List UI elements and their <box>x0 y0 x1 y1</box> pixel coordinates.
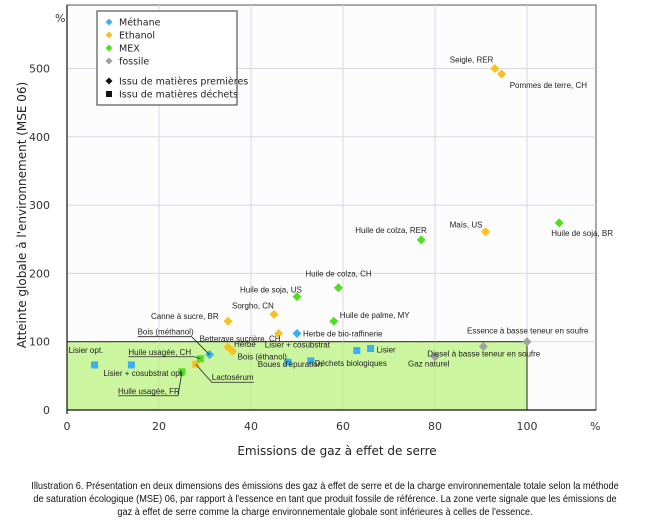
x-tick-label: 20 <box>152 420 166 433</box>
legend-entry-label: MEX <box>119 44 140 55</box>
data-point-square <box>353 347 361 355</box>
axes <box>66 5 596 414</box>
data-point-square <box>127 361 135 369</box>
point-label: Gaz naturel <box>408 360 450 369</box>
point-label: Huile usagée, CH <box>128 348 191 357</box>
data-point-square <box>91 361 99 369</box>
point-label: Huile usagée, FR <box>118 387 180 396</box>
data-point-diamond <box>554 218 564 228</box>
legend-box <box>96 10 238 106</box>
point-label: Essence à basse teneur en soufre <box>467 327 589 336</box>
y-tick-label: 0 <box>43 404 50 417</box>
y-tick-label: 300 <box>29 199 50 212</box>
legend-entry-label: Issu de matières déchets <box>119 90 238 101</box>
point-label: Lisier + cosubstrat opt. <box>103 369 184 378</box>
point-labels: Lisier opt. Lisier + cosubstrat opt. Bois … <box>69 56 613 397</box>
legend-marker-diamond <box>105 18 113 26</box>
y-tick-label: 100 <box>29 336 50 349</box>
point-label: Betterave sucrière, CH <box>200 335 281 344</box>
point-label: Huile de colza, CH <box>305 270 371 279</box>
data-point-square <box>284 358 292 366</box>
y-tick-label: 500 <box>29 63 50 76</box>
data-point-diamond <box>522 337 532 347</box>
y-tick-label: 200 <box>29 267 50 280</box>
data-points <box>91 64 564 376</box>
point-label: Lisier <box>377 346 396 355</box>
y-axis-label: Atteinte globale à l'environnement (MSE … <box>15 82 29 348</box>
legend-entry-label: Méthane <box>119 18 161 29</box>
point-label: Canne à sucre, BR <box>151 312 219 321</box>
legend-entry-label: Ethanol <box>119 31 155 42</box>
data-point-square <box>367 345 375 353</box>
point-label: Pommes de terre, CH <box>510 81 588 90</box>
point-label: Sorgho, CN <box>232 301 274 310</box>
leader-line <box>195 363 254 383</box>
data-point-diamond <box>490 64 500 73</box>
data-point-square <box>307 357 315 365</box>
x-axis-label: Emissions de gaz à effet de serre <box>237 444 436 458</box>
scatter-chart: 0 20 40 60 80 100 0 100 200 300 400 500 Emissions d… <box>15 4 613 458</box>
data-point-diamond <box>478 341 488 351</box>
legend-entry-label: fossile <box>119 57 149 68</box>
legend-marker-diamond <box>105 31 113 39</box>
point-label: Bois (méthanol) <box>138 328 194 337</box>
point-label: Huile de soja, US <box>240 286 302 295</box>
point-label: Herbe <box>234 340 256 349</box>
point-label: Lisier + cosubstrat <box>265 341 331 350</box>
x-tick-label: 60 <box>336 420 350 433</box>
leader-line <box>128 356 201 360</box>
legend-entry-label: Issu de matières premières <box>119 77 248 88</box>
data-point-diamond <box>430 352 440 362</box>
data-point-diamond <box>333 283 343 293</box>
legend-marker-diamond <box>105 77 113 85</box>
point-label: Maïs, US <box>450 221 483 230</box>
legend-marker-diamond <box>105 44 113 52</box>
point-label: Lisier opt. <box>69 346 104 355</box>
y-axis-unit: % <box>55 12 65 25</box>
x-tick-label: 100 <box>517 420 538 433</box>
point-label: Bois (éthanol) <box>238 352 288 361</box>
point-label: Huile de colza, RER <box>355 226 427 235</box>
tick-labels: 0 20 40 60 80 100 0 100 200 300 400 500 <box>29 63 538 434</box>
data-point-diamond <box>329 316 339 326</box>
point-label: Déchets biologiques <box>315 359 387 368</box>
data-point-diamond <box>497 69 507 79</box>
point-label: Herbe de bio-raffinerie <box>303 330 383 339</box>
point-label: Seigle, RER <box>450 56 494 65</box>
data-point-diamond <box>292 292 302 302</box>
data-point-diamond <box>269 309 279 319</box>
point-label: Huile de soja, BR <box>551 229 613 238</box>
x-tick-label: 40 <box>244 420 258 433</box>
x-axis-unit: % <box>590 420 600 433</box>
legend-marker-diamond <box>105 57 113 65</box>
data-point-diamond <box>274 329 284 339</box>
point-label: Boues d'épuration <box>258 360 322 369</box>
figure-caption: Illustration 6. Présentation en deux dim… <box>31 481 619 518</box>
legend: Méthane Ethanol MEX fossile Issu de matières… <box>96 10 248 106</box>
point-label: Lactosérum <box>212 373 254 382</box>
data-point-diamond <box>223 316 233 326</box>
legend-marker-square <box>106 91 112 97</box>
data-point-diamond <box>292 329 302 339</box>
x-tick-label: 0 <box>64 420 71 433</box>
point-label: Huile de palme, MY <box>340 311 410 320</box>
data-point-diamond <box>228 346 238 356</box>
leader-line <box>137 336 210 355</box>
point-label: Diesel à basse teneur en soufre <box>427 349 541 358</box>
leader-line <box>118 371 183 397</box>
y-tick-label: 400 <box>29 131 50 144</box>
data-point-diamond <box>416 235 426 245</box>
x-tick-label: 80 <box>428 420 442 433</box>
data-point-diamond <box>481 227 491 237</box>
